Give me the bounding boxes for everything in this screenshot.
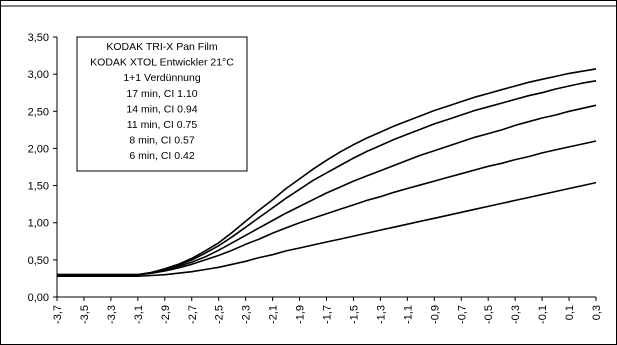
x-tick-label: -0,1 bbox=[537, 305, 549, 324]
y-axis-tick-labels: 0,00 0,50 1,00 1,50 2,00 2,50 3,00 3,50 bbox=[28, 32, 49, 304]
series-line-4: 8 min, CI 0.57 bbox=[57, 140, 597, 276]
x-tick-label: -2,7 bbox=[187, 305, 199, 324]
legend-line: KODAK XTOL Entwickler 21°C bbox=[90, 57, 234, 69]
legend-line: 11 min, CI 0.75 bbox=[127, 119, 198, 131]
legend-frame bbox=[76, 36, 248, 172]
x-tick-label: -1,7 bbox=[322, 305, 334, 324]
legend-line: 17 min, CI 1.10 bbox=[126, 88, 197, 100]
y-tick-label: 2,50 bbox=[28, 106, 49, 118]
x-tick-label: -1,1 bbox=[402, 305, 414, 324]
x-tick-label: -0,7 bbox=[456, 305, 468, 324]
y-tick-label: 3,50 bbox=[28, 32, 49, 44]
x-tick-label: -3,1 bbox=[133, 305, 145, 324]
axes bbox=[53, 36, 597, 301]
x-tick-label: -1,5 bbox=[348, 305, 360, 324]
x-tick-label: -2,3 bbox=[241, 305, 253, 324]
y-tick-label: 0,00 bbox=[28, 292, 49, 304]
x-tick-label: -0,3 bbox=[510, 305, 522, 324]
x-tick-label: 0,3 bbox=[591, 305, 603, 320]
y-tick-label: 1,50 bbox=[28, 181, 49, 193]
x-tick-label: -0,9 bbox=[429, 305, 441, 324]
legend-line: 14 min, CI 0.94 bbox=[126, 103, 197, 115]
legend-line: 1+1 Verdünnung bbox=[123, 72, 201, 84]
x-tick-label: -2,5 bbox=[214, 305, 226, 324]
legend-line: 6 min, CI 0.42 bbox=[129, 150, 195, 162]
x-tick-label: -3,5 bbox=[79, 305, 91, 324]
legend-line: KODAK TRI-X Pan Film bbox=[106, 41, 217, 53]
legend-box: KODAK TRI-X Pan Film KODAK XTOL Entwickle… bbox=[76, 36, 248, 172]
x-tick-label: -2,9 bbox=[160, 305, 172, 324]
x-tick-label: -1,9 bbox=[295, 305, 307, 324]
x-tick-label: -0,5 bbox=[483, 305, 495, 324]
x-tick-label: -2,1 bbox=[268, 305, 280, 324]
x-tick-label: -3,7 bbox=[52, 305, 64, 324]
y-tick-label: 0,50 bbox=[28, 255, 49, 267]
x-tick-label: -3,3 bbox=[106, 305, 118, 324]
y-tick-label: 3,00 bbox=[28, 69, 49, 81]
x-tick-label: -1,3 bbox=[375, 305, 387, 324]
y-tick-label: 1,00 bbox=[28, 218, 49, 230]
series-line-5: 6 min, CI 0.42 bbox=[57, 181, 597, 278]
series-lines: 17 min, CI 1.10 14 min, CI 0.94 11 min, CI… bbox=[57, 68, 597, 278]
legend-text: KODAK TRI-X Pan Film KODAK XTOL Entwickle… bbox=[90, 41, 234, 162]
x-tick-label: 0,1 bbox=[564, 305, 576, 320]
legend-line: 8 min, CI 0.57 bbox=[129, 135, 195, 147]
x-axis-tick-labels: -3,7 -3,5 -3,3 -3,1 -2,9 -2,7 -2,5 -2,3 -2,1 -1,9… bbox=[52, 305, 603, 324]
y-tick-label: 2,00 bbox=[28, 143, 49, 155]
